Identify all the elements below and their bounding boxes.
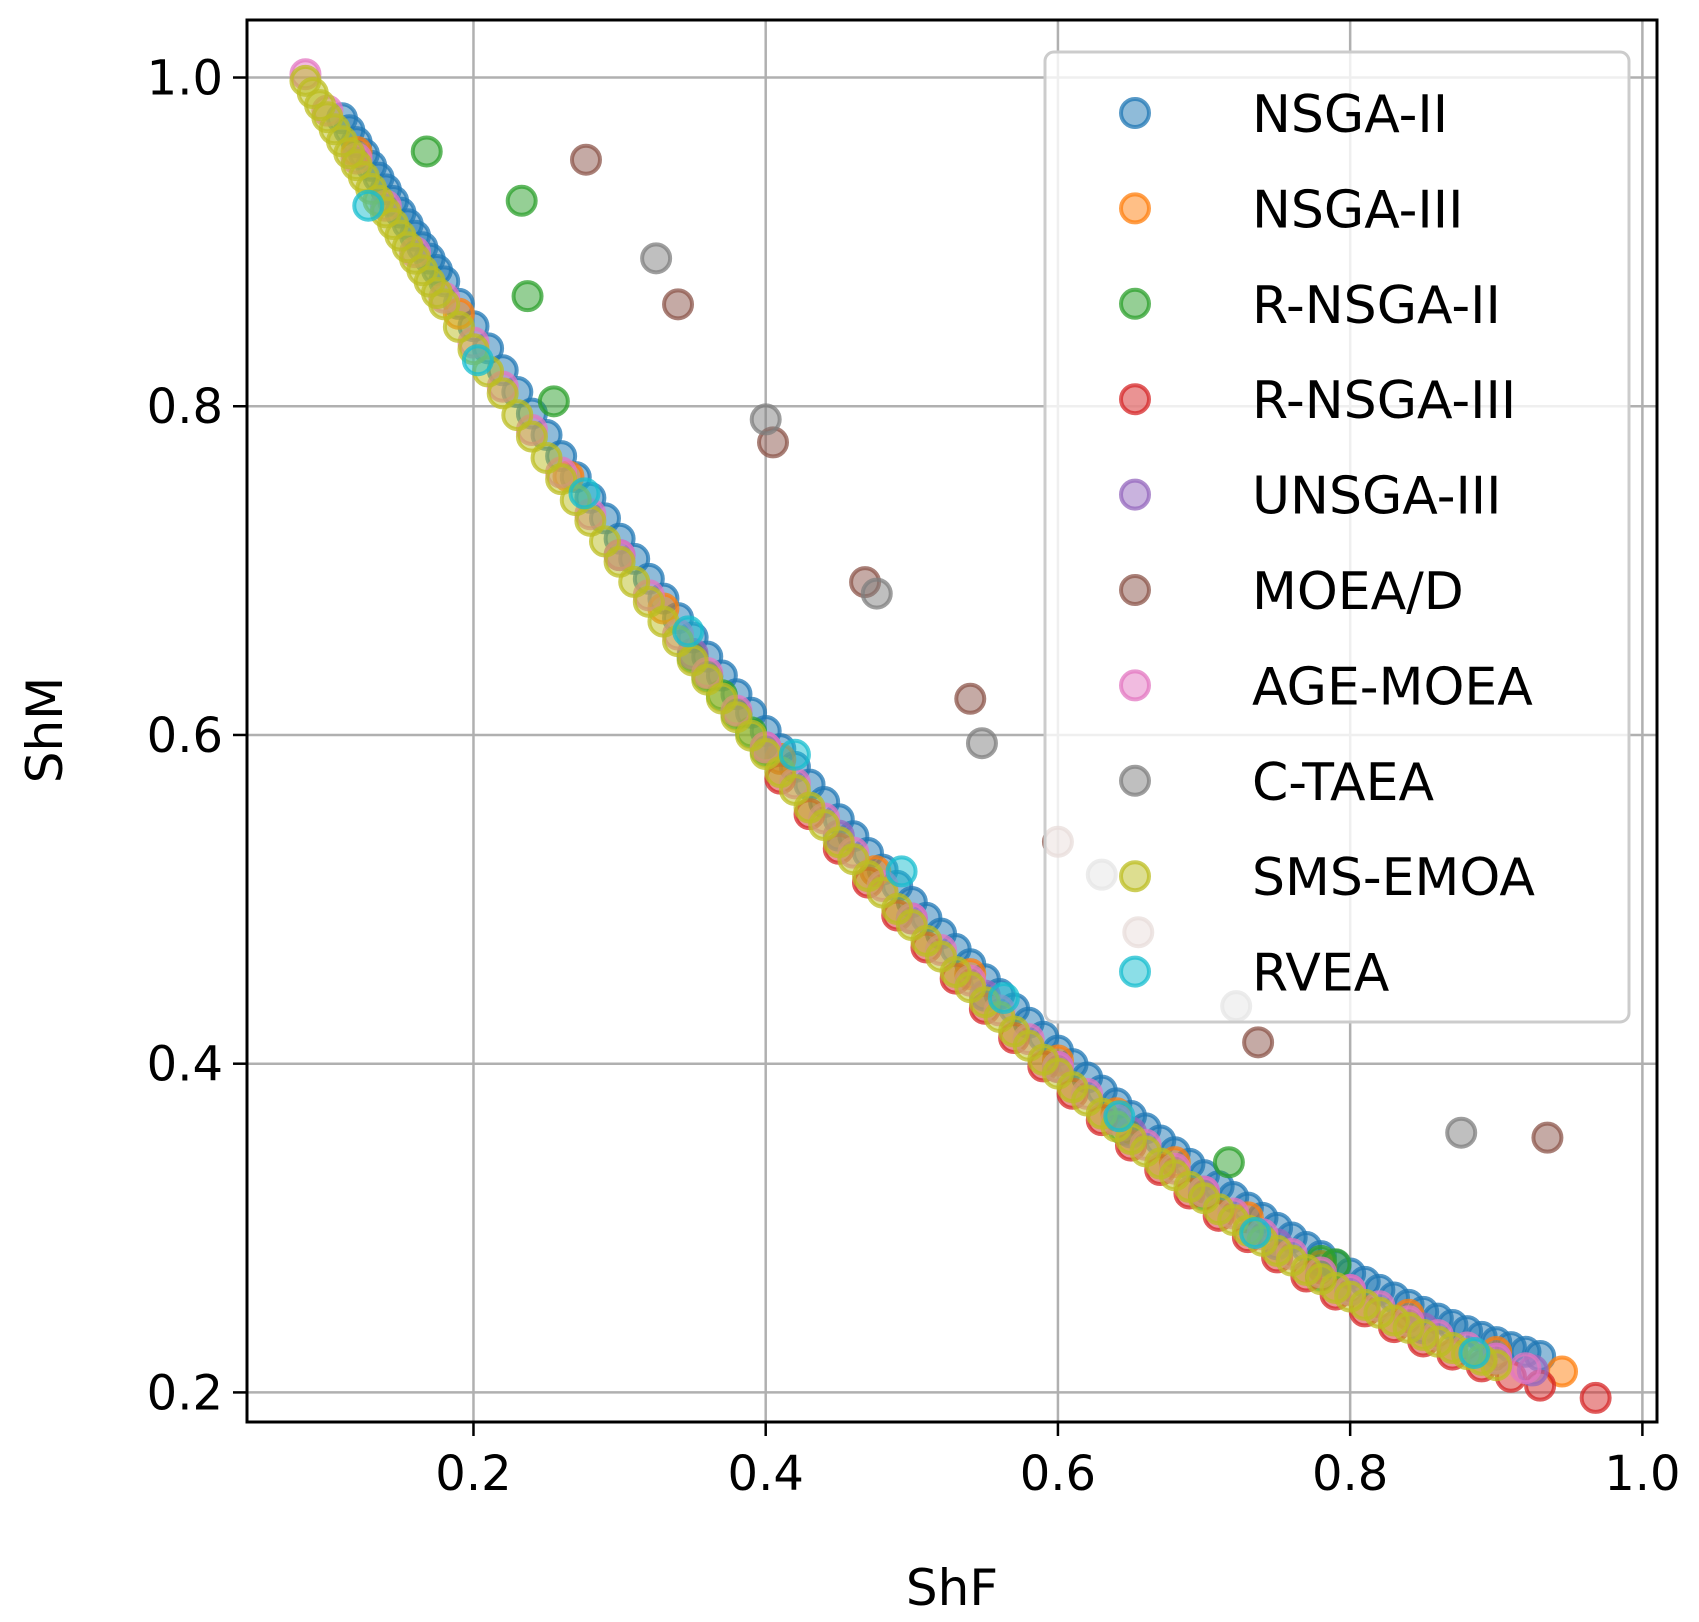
legend-marker bbox=[1119, 192, 1151, 225]
legend-marker bbox=[1119, 478, 1151, 511]
legend-marker bbox=[1119, 764, 1151, 797]
data-point bbox=[778, 738, 811, 771]
data-point bbox=[672, 615, 705, 648]
data-point bbox=[461, 344, 494, 377]
legend-frame bbox=[1043, 50, 1631, 1024]
legend-marker bbox=[1119, 669, 1151, 702]
legend-marker bbox=[1119, 287, 1151, 320]
data-point bbox=[885, 855, 918, 888]
legend-item-rvea: RVEA bbox=[1119, 944, 1390, 1004]
legend-item-nsga-iii: NSGA-III bbox=[1119, 180, 1463, 240]
y-axis-label: ShM bbox=[16, 677, 74, 784]
y-tick-label: 0.8 bbox=[147, 379, 223, 435]
legend-label: C-TAEA bbox=[1252, 753, 1434, 813]
data-point bbox=[486, 377, 519, 410]
legend-item-c-taea: C-TAEA bbox=[1119, 753, 1434, 813]
axis-ticks: 0.2 0.4 0.6 0.8 1.0 0.2 0.4 0.6 0.8 1.0 bbox=[147, 51, 1681, 1502]
plot-frame bbox=[245, 18, 1659, 1424]
data-point bbox=[1242, 1026, 1275, 1059]
data-point bbox=[505, 184, 538, 217]
legend-label: NSGA-III bbox=[1252, 180, 1463, 240]
legend-label: RVEA bbox=[1252, 944, 1390, 1004]
scatter-points bbox=[289, 58, 1612, 1414]
legend: NSGA-II NSGA-III R-NSGA-II R-NSGA-III UNSGA-… bbox=[1043, 50, 1631, 1024]
data-point bbox=[537, 385, 570, 418]
data-point bbox=[1103, 1100, 1136, 1133]
data-point bbox=[1212, 1146, 1245, 1179]
data-point bbox=[569, 143, 602, 176]
legend-label: MOEA/D bbox=[1252, 562, 1464, 622]
legend-marker bbox=[1119, 574, 1151, 606]
legend-item-age-moea: AGE-MOEA bbox=[1119, 657, 1533, 717]
legend-label: R-NSGA-III bbox=[1252, 371, 1516, 431]
x-tick-label: 0.4 bbox=[728, 1446, 804, 1502]
legend-label: AGE-MOEA bbox=[1252, 657, 1533, 717]
legend-marker bbox=[1119, 383, 1151, 416]
data-point bbox=[954, 682, 987, 715]
legend-marker bbox=[1119, 955, 1151, 988]
data-point bbox=[1239, 1216, 1272, 1249]
x-axis-label: ShF bbox=[906, 1559, 998, 1617]
data-point bbox=[860, 577, 893, 610]
legend-item-unsga-iii: UNSGA-III bbox=[1119, 467, 1501, 527]
data-point bbox=[662, 288, 695, 321]
data-point bbox=[1509, 1352, 1542, 1385]
y-tick-label: 0.2 bbox=[147, 1365, 223, 1421]
series-rvea bbox=[352, 189, 1491, 1369]
x-tick-label: 0.2 bbox=[435, 1446, 511, 1502]
legend-marker bbox=[1119, 97, 1151, 129]
data-point bbox=[352, 189, 385, 222]
legend-item-r-nsga-ii: R-NSGA-II bbox=[1119, 276, 1501, 336]
x-tick-label: 1.0 bbox=[1604, 1446, 1680, 1502]
legend-marker bbox=[1119, 860, 1151, 893]
legend-label: SMS-EMOA bbox=[1252, 848, 1535, 908]
y-tick-label: 0.6 bbox=[147, 708, 223, 764]
data-point bbox=[511, 280, 544, 313]
data-point bbox=[442, 310, 475, 343]
data-point bbox=[965, 727, 998, 760]
data-point bbox=[1579, 1381, 1612, 1414]
data-point bbox=[1458, 1336, 1491, 1369]
legend-item-moea-d: MOEA/D bbox=[1119, 562, 1464, 622]
data-point bbox=[410, 135, 443, 168]
x-tick-label: 0.6 bbox=[1020, 1446, 1096, 1502]
data-point bbox=[1531, 1121, 1564, 1154]
y-tick-label: 1.0 bbox=[147, 51, 223, 107]
legend-label: NSGA-II bbox=[1252, 85, 1448, 145]
legend-label: R-NSGA-II bbox=[1252, 276, 1501, 336]
legend-item-nsga-ii: NSGA-II bbox=[1119, 85, 1448, 145]
data-point bbox=[1445, 1116, 1478, 1149]
legend-item-r-nsga-iii: R-NSGA-III bbox=[1119, 371, 1516, 431]
data-point bbox=[515, 420, 548, 453]
x-tick-label: 0.8 bbox=[1312, 1446, 1388, 1502]
data-point bbox=[640, 242, 673, 275]
data-point bbox=[987, 981, 1020, 1014]
data-point bbox=[530, 441, 563, 474]
data-point bbox=[749, 403, 782, 436]
data-point bbox=[568, 477, 601, 510]
legend-label: UNSGA-III bbox=[1252, 467, 1501, 527]
y-tick-label: 0.4 bbox=[147, 1037, 223, 1093]
data-point bbox=[428, 288, 461, 321]
legend-item-sms-emoa: SMS-EMOA bbox=[1119, 848, 1535, 908]
data-point bbox=[501, 399, 534, 432]
